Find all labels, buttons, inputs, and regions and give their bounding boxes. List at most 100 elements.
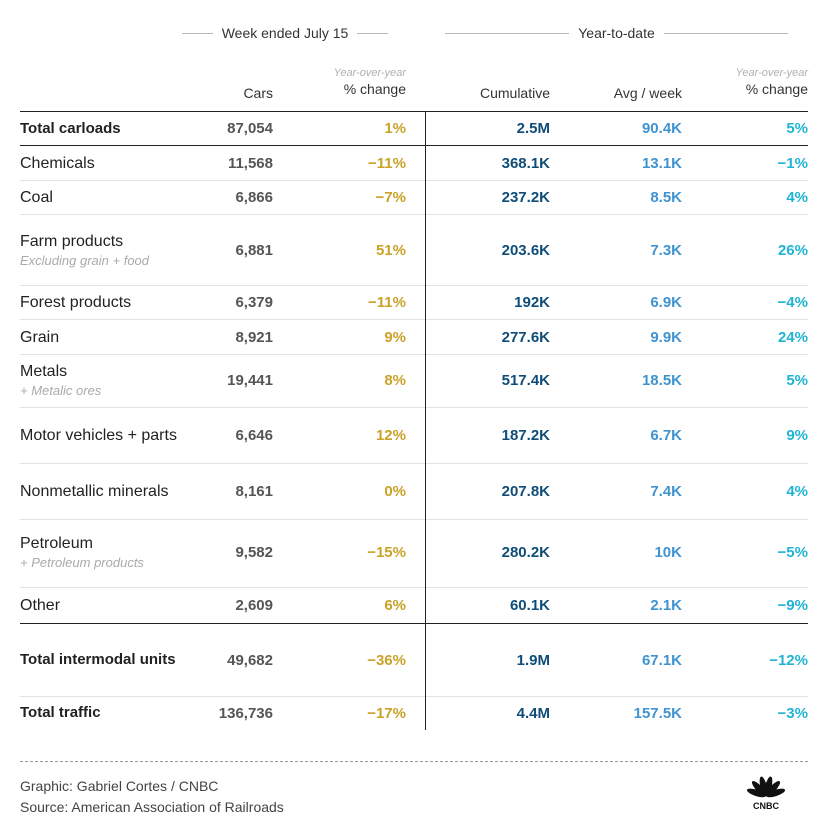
cumulative-cell: 368.1K xyxy=(501,154,550,172)
week-change-cell: 8% xyxy=(384,372,406,389)
category-name: Chemicals xyxy=(20,154,95,172)
cumulative-cell: 280.2K xyxy=(501,544,550,561)
week-change-cell: −36% xyxy=(367,651,406,669)
week-change-cell: 1% xyxy=(384,120,406,137)
row-divider xyxy=(20,519,808,520)
cumulative-cell: 4.4M xyxy=(516,704,550,722)
row-divider xyxy=(20,354,808,355)
section-divider xyxy=(425,112,426,730)
avg-week-cell: 2.1K xyxy=(650,597,682,614)
category-cell: Chemicals xyxy=(20,146,200,180)
cars-cell: 11,568 xyxy=(227,154,273,172)
table-row: Total traffic 136,736 −17% 4.4M 157.5K −3% xyxy=(20,696,808,730)
week-change-cell: 12% xyxy=(375,426,406,444)
header-rule xyxy=(663,32,789,34)
header-divider xyxy=(20,111,808,112)
ytd-change-cell: 4% xyxy=(786,188,808,206)
table-row: Petroleum + Petroleum products 9,582 −15% 28… xyxy=(20,518,808,587)
cumulative-cell: 207.8K xyxy=(501,482,550,500)
table-row: Other 2,609 6% 60.1K 2.1K −9% xyxy=(20,588,808,623)
peacock-icon xyxy=(746,776,786,798)
week-change-cell: −7% xyxy=(375,188,406,206)
footer-credit: Graphic: Gabriel Cortes / CNBC xyxy=(20,778,219,794)
table-row: Metals + Metalic ores 19,441 8% 517.4K 18.5K 5… xyxy=(20,354,808,407)
cumulative-cell: 237.2K xyxy=(501,188,550,206)
category-note: Excluding grain + food xyxy=(20,252,150,268)
cars-cell: 6,646 xyxy=(235,426,273,444)
ytd-change-cell: 5% xyxy=(786,120,808,137)
table-row: Total carloads 87,054 1% 2.5M 90.4K 5% xyxy=(20,112,808,145)
ytd-group-label: Year-to-date xyxy=(578,25,655,41)
category-name: Total traffic xyxy=(20,704,101,721)
category-cell: Forest products xyxy=(20,285,200,319)
category-cell: Total intermodal units xyxy=(20,624,200,696)
week-group-label: Week ended July 15 xyxy=(221,25,349,41)
cars-cell: 2,609 xyxy=(235,597,273,614)
category-name: Nonmetallic minerals xyxy=(20,482,169,500)
table-row: Chemicals 11,568 −11% 368.1K 13.1K −1% xyxy=(20,146,808,180)
row-divider xyxy=(20,696,808,697)
table-row: Grain 8,921 9% 277.6K 9.9K 24% xyxy=(20,320,808,354)
ytd-change-cell: −1% xyxy=(777,154,808,172)
week-change-cell: 6% xyxy=(384,597,406,614)
category-cell: Motor vehicles + parts xyxy=(20,407,200,463)
footer-source: Source: American Association of Railroad… xyxy=(20,799,284,815)
row-divider xyxy=(20,319,808,320)
avg-week-cell: 8.5K xyxy=(650,188,682,206)
table-row: Farm products Excluding grain + food 6,881… xyxy=(20,215,808,285)
category-name: Other xyxy=(20,597,61,614)
row-divider xyxy=(20,463,808,464)
col-header-cumulative-label: Cumulative xyxy=(479,85,550,101)
ytd-change-cell: 26% xyxy=(777,241,808,259)
cars-cell: 6,379 xyxy=(235,293,273,311)
ytd-change-cell: −5% xyxy=(777,544,808,561)
category-name: Forest products xyxy=(20,293,132,311)
cars-cell: 87,054 xyxy=(227,120,273,137)
logo-wordmark: CNBC xyxy=(753,801,779,810)
avg-week-cell: 157.5K xyxy=(633,704,682,722)
row-divider xyxy=(20,214,808,215)
week-change-cell: −17% xyxy=(367,704,406,722)
category-name: Total intermodal units xyxy=(20,651,176,668)
table-row: Coal 6,866 −7% 237.2K 8.5K 4% xyxy=(20,180,808,214)
category-name: Coal xyxy=(20,188,53,206)
row-divider xyxy=(20,180,808,181)
category-cell: Coal xyxy=(20,180,200,214)
header-rule xyxy=(357,32,389,34)
col-header-ytd-change-label: % change xyxy=(745,81,808,97)
cumulative-cell: 60.1K xyxy=(509,597,550,614)
category-cell: Petroleum + Petroleum products xyxy=(20,518,200,587)
table-row: Total intermodal units 49,682 −36% 1.9M 67.1… xyxy=(20,624,808,696)
avg-week-cell: 6.7K xyxy=(650,426,682,444)
header-rule xyxy=(182,32,213,34)
ytd-change-cell: 4% xyxy=(786,482,808,500)
cumulative-cell: 203.6K xyxy=(501,241,550,259)
avg-week-cell: 18.5K xyxy=(641,372,682,389)
category-name: Motor vehicles + parts xyxy=(20,426,177,444)
week-change-cell: 0% xyxy=(384,482,406,500)
avg-week-cell: 7.4K xyxy=(650,482,682,500)
category-name: Farm products xyxy=(20,232,124,250)
col-header-cars-label: Cars xyxy=(243,85,273,101)
week-change-cell: −11% xyxy=(368,154,406,172)
col-header-week-change: Year-over-year % change xyxy=(306,66,406,98)
col-header-ytd-change: Year-over-year % change xyxy=(708,66,808,98)
week-change-cell: −11% xyxy=(368,293,406,311)
avg-week-cell: 13.1K xyxy=(641,154,682,172)
col-header-cars: Cars xyxy=(170,84,273,102)
avg-week-cell: 6.9K xyxy=(650,293,682,311)
category-cell: Metals + Metalic ores xyxy=(20,354,200,407)
week-change-cell: −15% xyxy=(367,544,406,561)
ytd-change-cell: −12% xyxy=(769,651,808,669)
row-divider xyxy=(20,145,808,146)
ytd-change-cell: 9% xyxy=(786,426,808,444)
table-row: Forest products 6,379 −11% 192K 6.9K −4% xyxy=(20,285,808,319)
cars-cell: 6,866 xyxy=(235,188,273,206)
cumulative-cell: 277.6K xyxy=(501,328,550,346)
cars-cell: 19,441 xyxy=(227,372,273,389)
col-header-week-change-label: % change xyxy=(343,81,406,97)
cars-cell: 8,161 xyxy=(235,482,273,500)
week-group-header: Week ended July 15 xyxy=(182,24,389,42)
cumulative-cell: 1.9M xyxy=(516,651,550,669)
avg-week-cell: 7.3K xyxy=(650,241,682,259)
